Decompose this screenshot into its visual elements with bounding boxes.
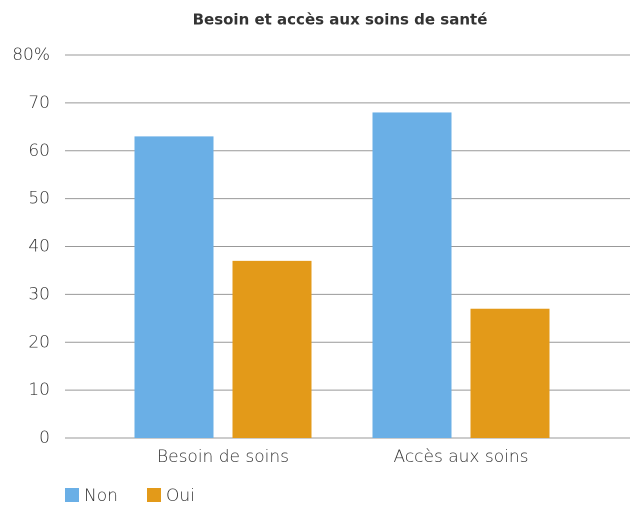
legend-label: Oui bbox=[166, 486, 195, 506]
y-tick-label: 30 bbox=[28, 284, 50, 304]
bar bbox=[372, 112, 452, 438]
legend-swatch bbox=[65, 488, 79, 502]
legend-label: Non bbox=[84, 486, 118, 506]
y-tick-label: 70 bbox=[28, 93, 50, 113]
y-tick-label: 10 bbox=[28, 380, 50, 400]
legend-swatch bbox=[147, 488, 161, 502]
bar bbox=[134, 136, 214, 438]
y-tick-label: 50 bbox=[28, 189, 50, 209]
x-tick-label: Besoin de soins bbox=[157, 447, 289, 467]
y-tick-label: 0 bbox=[39, 428, 50, 448]
y-tick-label: 20 bbox=[28, 332, 50, 352]
bar bbox=[232, 260, 312, 438]
y-tick-label: 80% bbox=[12, 45, 50, 65]
chart-title: Besoin et accès aux soins de santé bbox=[193, 11, 488, 29]
bar bbox=[470, 308, 550, 438]
y-tick-label: 60 bbox=[28, 141, 50, 161]
x-tick-label: Accès aux soins bbox=[393, 447, 528, 467]
y-tick-label: 40 bbox=[28, 237, 50, 257]
